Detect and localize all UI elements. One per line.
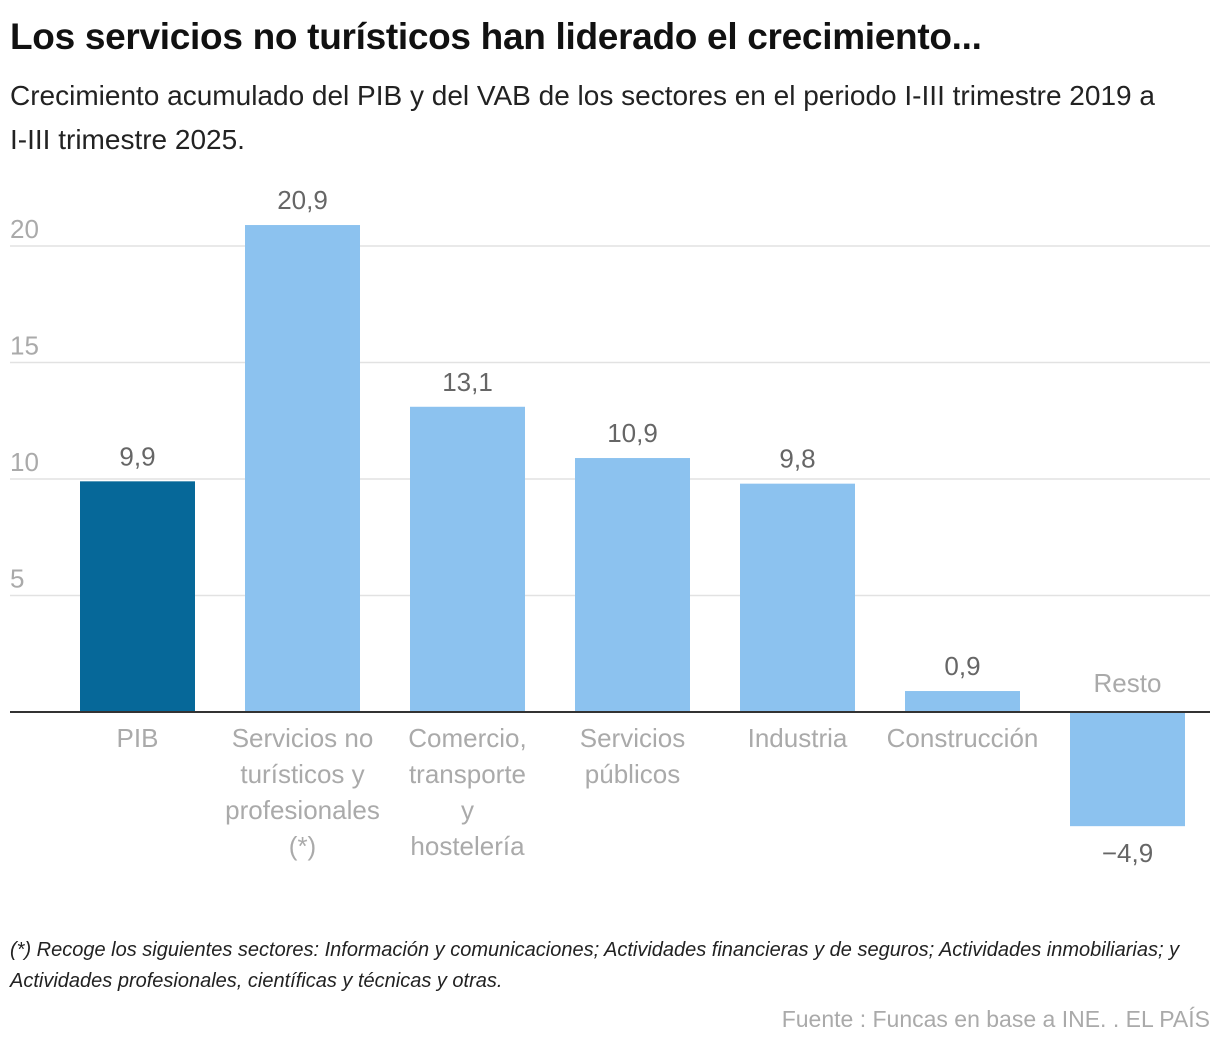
category-label: y <box>461 795 474 825</box>
value-label: −4,9 <box>1102 838 1153 868</box>
category-label: transporte <box>409 759 526 789</box>
bar <box>410 406 525 712</box>
value-label: 10,9 <box>607 418 658 448</box>
bar <box>1070 712 1185 827</box>
category-label: Servicios <box>580 723 685 753</box>
value-label: 0,9 <box>944 651 980 681</box>
y-tick-label: 10 <box>10 447 39 477</box>
value-label: 9,8 <box>779 444 815 474</box>
footnote: (*) Recoge los siguientes sectores: Info… <box>10 939 1180 992</box>
y-tick-label: 20 <box>10 214 39 244</box>
category-label: PIB <box>117 723 159 753</box>
source-credit: Fuente : Funcas en base a INE. . EL PAÍS <box>781 1006 1210 1032</box>
category-label: públicos <box>585 759 680 789</box>
y-tick-label: 15 <box>10 331 39 361</box>
bar-chart: 5 10 15 20 9,9 PIB 20,9 Servicios no turísticos … <box>10 185 1210 868</box>
category-label: hostelería <box>410 831 525 861</box>
category-label: profesionales <box>225 795 380 825</box>
chart-subtitle: Crecimiento acumulado del PIB y del VAB … <box>10 80 1155 155</box>
bar <box>80 481 195 712</box>
bar <box>905 691 1020 712</box>
category-label: Industria <box>748 723 848 753</box>
value-label: 13,1 <box>442 367 493 397</box>
y-tick-label: 5 <box>10 564 24 594</box>
chart-title: Los servicios no turísticos han liderado… <box>10 16 982 57</box>
bar <box>740 483 855 712</box>
category-label: turísticos y <box>240 759 364 789</box>
category-label: Servicios no <box>232 723 374 753</box>
value-label: 20,9 <box>277 185 328 215</box>
bar <box>245 225 360 712</box>
value-label: 9,9 <box>119 441 155 471</box>
category-label: Resto <box>1094 668 1162 698</box>
category-label: (*) <box>289 831 316 861</box>
category-label: Comercio, <box>408 723 526 753</box>
category-label: Construcción <box>887 723 1039 753</box>
bar <box>575 458 690 712</box>
